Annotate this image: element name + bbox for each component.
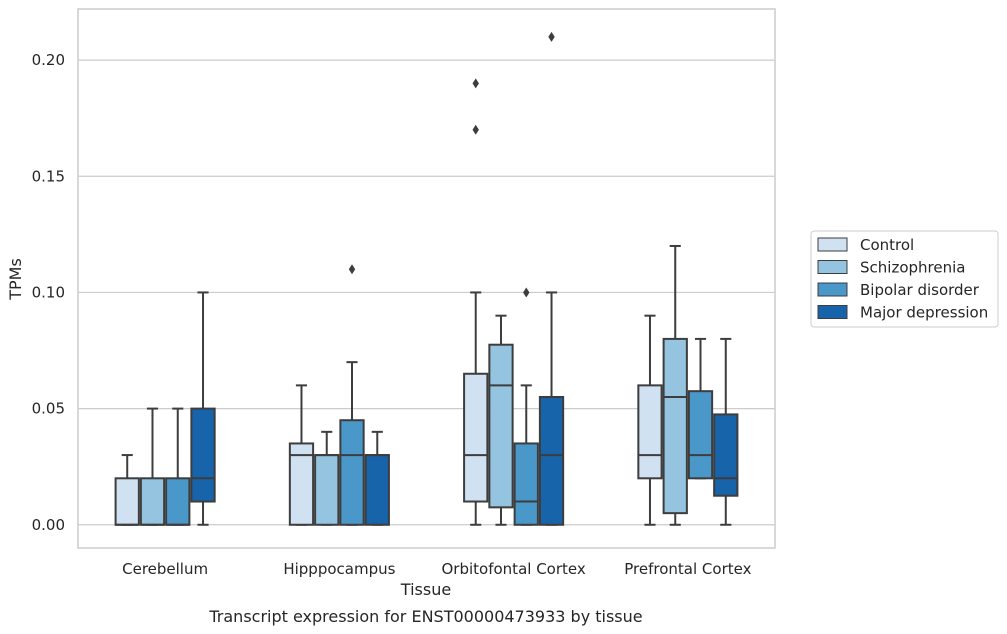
x-axis-label: Tissue bbox=[400, 580, 451, 599]
outlier-marker bbox=[523, 287, 530, 298]
y-tick-label: 0.05 bbox=[32, 400, 65, 418]
outlier-marker bbox=[348, 264, 356, 275]
box bbox=[165, 477, 191, 526]
legend-swatch bbox=[817, 260, 848, 274]
outlier-marker bbox=[472, 78, 479, 89]
x-tick-label: Cerebellum bbox=[122, 560, 208, 578]
y-tick-label: 0.00 bbox=[32, 516, 65, 534]
box-group bbox=[114, 291, 216, 526]
outlier-marker bbox=[548, 31, 555, 42]
y-axis-label: TPMs bbox=[6, 258, 25, 301]
box bbox=[364, 454, 390, 526]
box bbox=[114, 477, 140, 526]
box bbox=[513, 442, 539, 526]
y-tick-label: 0.20 bbox=[32, 51, 65, 69]
legend-swatch bbox=[817, 282, 848, 297]
y-tick-label: 0.15 bbox=[32, 167, 65, 185]
box bbox=[662, 337, 688, 515]
legend-label: Schizophrenia bbox=[860, 259, 965, 277]
box bbox=[713, 413, 739, 497]
box bbox=[190, 407, 216, 503]
box bbox=[314, 454, 340, 526]
x-tick-label: Hipppocampus bbox=[283, 560, 395, 578]
x-tick-label: Orbitofontal Cortex bbox=[442, 560, 586, 578]
box bbox=[339, 419, 365, 526]
box-group bbox=[637, 244, 739, 526]
box-group bbox=[288, 264, 390, 526]
legend-swatch bbox=[817, 305, 848, 319]
box bbox=[637, 384, 663, 480]
legend-label: Bipolar disorder bbox=[860, 281, 980, 299]
legend-label: Control bbox=[860, 236, 914, 254]
x-tick-label: Prefrontal Cortex bbox=[624, 560, 751, 578]
y-tick-labels: 0.00 0.05 0.10 0.15 0.20 bbox=[32, 51, 65, 534]
legend-swatch bbox=[817, 237, 848, 252]
box-groups bbox=[114, 31, 739, 526]
box bbox=[687, 390, 714, 480]
box bbox=[538, 395, 565, 526]
x-tick-labels: Cerebellum Hipppocampus Orbitofontal Corte… bbox=[122, 560, 751, 578]
outlier-marker bbox=[472, 124, 479, 135]
plot-frame bbox=[77, 8, 776, 549]
chart-caption: Transcript expression for ENST0000047393… bbox=[208, 607, 642, 626]
legend: Control Schizophrenia Bipolar disorder Majo… bbox=[810, 230, 999, 328]
legend-label: Major depression bbox=[860, 304, 988, 322]
legend-frame bbox=[810, 230, 999, 328]
box bbox=[288, 442, 315, 526]
box bbox=[139, 477, 166, 526]
box-group bbox=[463, 31, 565, 526]
y-tick-label: 0.10 bbox=[32, 283, 65, 301]
box bbox=[463, 372, 489, 503]
box bbox=[488, 343, 514, 509]
